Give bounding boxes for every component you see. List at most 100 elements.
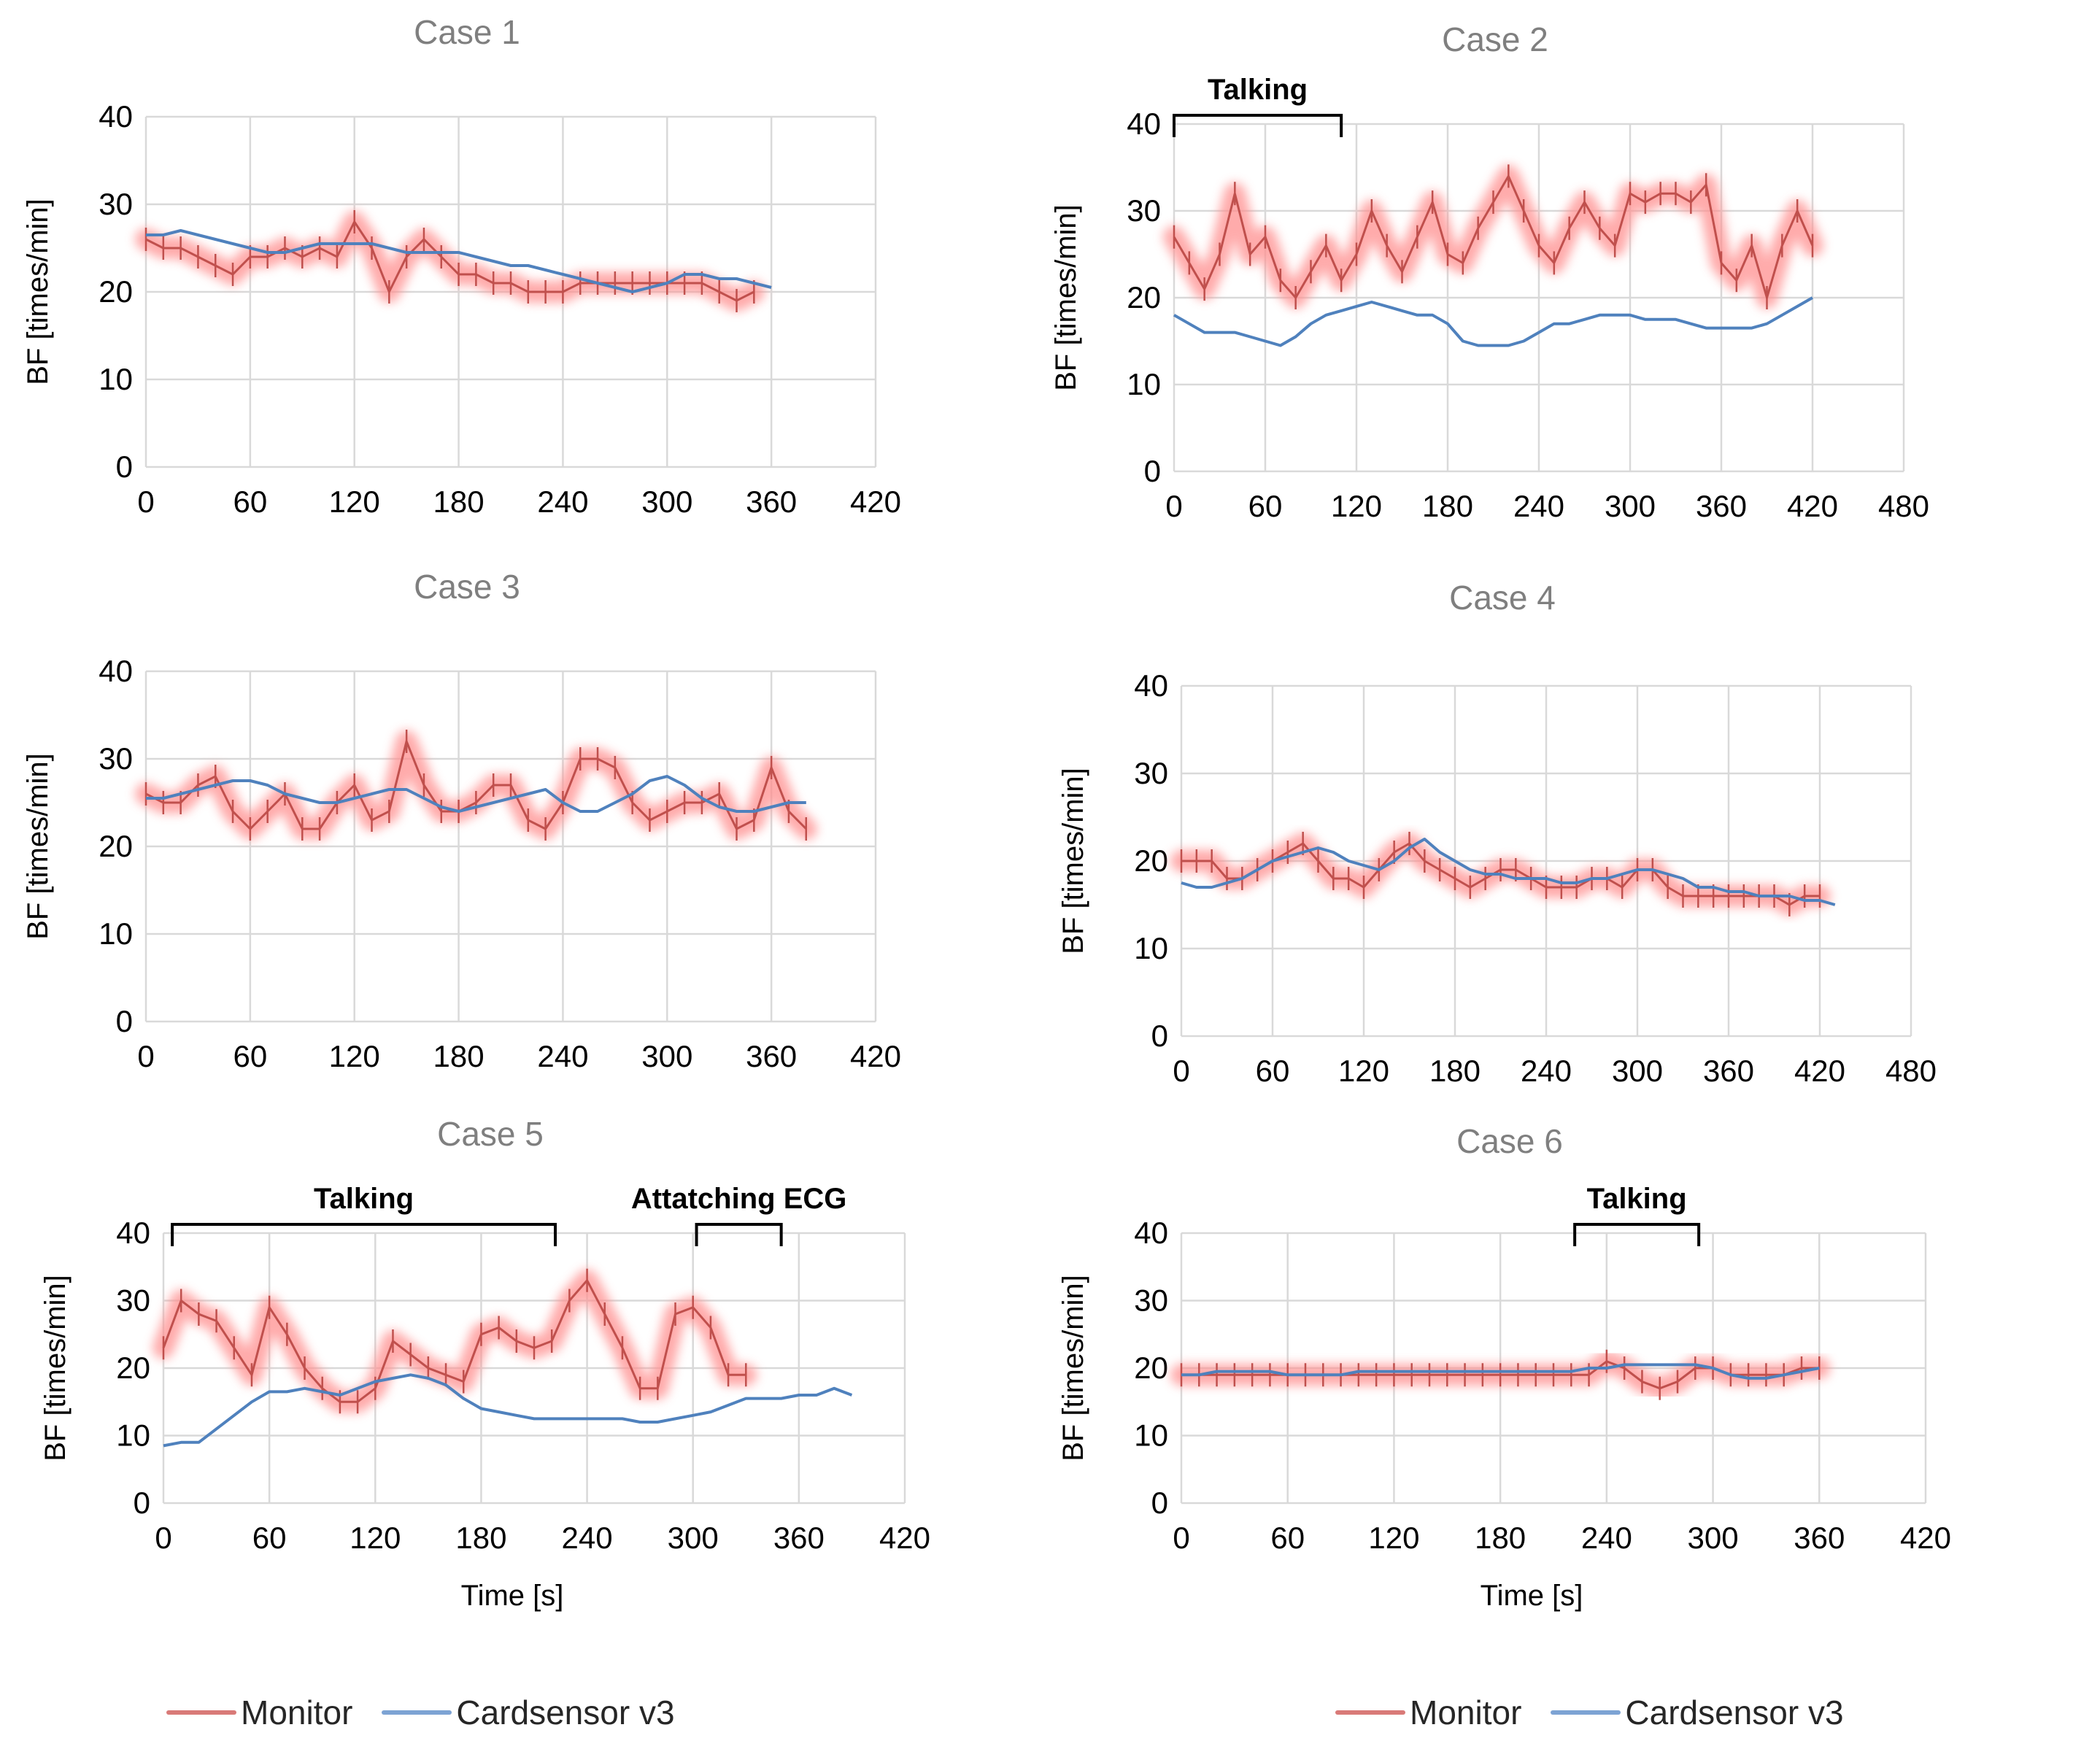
annotation-label: Talking bbox=[1208, 74, 1308, 106]
x-tick-label: 120 bbox=[329, 1039, 380, 1073]
y-tick-label: 10 bbox=[99, 362, 133, 396]
annotation-bracket bbox=[1173, 114, 1343, 137]
legend-swatch-monitor bbox=[166, 1710, 236, 1715]
chart-case-3: Case 3 0 10 20 30 40 0 60 120 180 240 300 360 420 BF [… bbox=[0, 555, 1050, 1094]
chart-svg: Case 4 0 10 20 30 40 0 60 120 180 240 300 360 420 480 B… bbox=[1057, 579, 1937, 1088]
legend-swatch-cardsensor bbox=[1551, 1710, 1621, 1715]
chart-svg: Case 6 0 10 20 30 40 0 60 120 180 240 300 360 420 BF [… bbox=[1057, 1122, 1951, 1612]
series-monitor-line bbox=[162, 1278, 746, 1403]
legend-left: Monitor Cardsensor v3 bbox=[166, 1693, 675, 1732]
series-cardsensor-line bbox=[1181, 838, 1836, 906]
x-axis-label: Time [s] bbox=[461, 1580, 564, 1612]
x-tick-label: 240 bbox=[1513, 489, 1564, 523]
y-axis-label: BF [times/min] bbox=[22, 198, 54, 385]
chart-case-2: Case 2 0 10 20 30 40 0 60 120 180 240 300 360 420 480 B… bbox=[1050, 0, 2100, 540]
y-axis-label: BF [times/min] bbox=[1057, 1275, 1089, 1461]
legend-swatch-monitor bbox=[1335, 1710, 1405, 1715]
x-tick-label: 420 bbox=[879, 1521, 930, 1555]
y-axis-label: BF [times/min] bbox=[1057, 768, 1089, 954]
series-cardsensor-line bbox=[163, 1373, 853, 1448]
y-tick-label: 40 bbox=[1134, 668, 1168, 703]
x-tick-label: 240 bbox=[1581, 1521, 1632, 1555]
annotation-label: Talking bbox=[1587, 1183, 1687, 1215]
x-tick-label: 240 bbox=[537, 1039, 588, 1073]
series-cardsensor-line bbox=[1173, 296, 1813, 347]
chart-case-1: Case 1 0 10 20 30 40 0 60 120 180 240 300 360 420 BF [… bbox=[0, 0, 1050, 540]
x-tick-label: 420 bbox=[1794, 1054, 1845, 1088]
y-tick-label: 20 bbox=[1134, 1351, 1168, 1385]
y-tick-label: 40 bbox=[99, 654, 133, 688]
x-tick-label: 300 bbox=[1612, 1054, 1663, 1088]
x-tick-label: 0 bbox=[137, 1039, 154, 1073]
chart-title: Case 5 bbox=[437, 1115, 544, 1153]
series-cardsensor-line bbox=[146, 775, 806, 813]
y-tick-label: 0 bbox=[116, 449, 133, 484]
legend-label-monitor: Monitor bbox=[1410, 1694, 1522, 1731]
x-tick-label: 120 bbox=[1368, 1521, 1419, 1555]
y-tick-label: 40 bbox=[99, 99, 133, 134]
chart-svg: Case 3 0 10 20 30 40 0 60 120 180 240 300 360 420 BF [… bbox=[22, 568, 901, 1073]
x-tick-label: 0 bbox=[1165, 489, 1182, 523]
x-tick-label: 60 bbox=[233, 1039, 267, 1073]
x-tick-label: 420 bbox=[850, 484, 901, 519]
x-tick-label: 60 bbox=[1248, 489, 1283, 523]
x-tick-label: 0 bbox=[1173, 1054, 1189, 1088]
x-tick-label: 420 bbox=[850, 1039, 901, 1073]
legend-swatch-cardsensor bbox=[382, 1710, 452, 1715]
y-tick-label: 30 bbox=[1134, 1283, 1168, 1318]
x-tick-label: 180 bbox=[433, 1039, 485, 1073]
y-tick-label: 10 bbox=[1134, 931, 1168, 965]
x-tick-label: 60 bbox=[1270, 1521, 1305, 1555]
legend-label-cardsensor: Cardsensor v3 bbox=[1625, 1694, 1844, 1731]
y-tick-label: 30 bbox=[1127, 193, 1161, 228]
chart-case-4: Case 4 0 10 20 30 40 0 60 120 180 240 300 360 420 480 B… bbox=[1050, 555, 2100, 1094]
y-axis-label: BF [times/min] bbox=[1050, 204, 1082, 391]
x-tick-label: 360 bbox=[1794, 1521, 1845, 1555]
series-monitor-glow bbox=[135, 730, 817, 840]
x-tick-label: 120 bbox=[350, 1521, 401, 1555]
x-tick-label: 300 bbox=[1688, 1521, 1739, 1555]
y-tick-label: 30 bbox=[116, 1283, 150, 1318]
x-tick-label: 360 bbox=[773, 1521, 825, 1555]
x-tick-label: 180 bbox=[455, 1521, 506, 1555]
legend-label-cardsensor: Cardsensor v3 bbox=[456, 1694, 675, 1731]
series-cardsensor-line bbox=[146, 229, 772, 293]
annotation-bracket bbox=[1573, 1223, 1701, 1246]
y-tick-label: 40 bbox=[116, 1216, 150, 1250]
x-tick-label: 420 bbox=[1787, 489, 1838, 523]
series-cardsensor-line bbox=[1181, 1363, 1820, 1380]
y-tick-label: 30 bbox=[1134, 756, 1168, 790]
x-tick-label: 60 bbox=[252, 1521, 287, 1555]
chart-title: Case 1 bbox=[414, 13, 520, 51]
x-axis-label: Time [s] bbox=[1481, 1580, 1583, 1612]
x-tick-label: 480 bbox=[1885, 1054, 1937, 1088]
legend-item-cardsensor: Cardsensor v3 bbox=[382, 1693, 675, 1732]
chart-svg: Case 1 0 10 20 30 40 0 60 120 180 240 300 360 420 BF [… bbox=[22, 13, 901, 519]
x-tick-label: 240 bbox=[1521, 1054, 1572, 1088]
y-axis-label: BF [times/min] bbox=[39, 1275, 72, 1461]
legend-item-monitor: Monitor bbox=[1335, 1693, 1521, 1732]
y-tick-label: 0 bbox=[1151, 1019, 1168, 1053]
y-tick-label: 10 bbox=[1127, 367, 1161, 401]
chart-svg: Case 2 0 10 20 30 40 0 60 120 180 240 300 360 420 480 B… bbox=[1050, 20, 1929, 523]
y-tick-label: 0 bbox=[1151, 1486, 1168, 1520]
x-tick-label: 180 bbox=[1422, 489, 1473, 523]
x-tick-label: 60 bbox=[1256, 1054, 1290, 1088]
x-tick-label: 240 bbox=[537, 484, 588, 519]
x-tick-label: 180 bbox=[1475, 1521, 1526, 1555]
x-tick-label: 300 bbox=[668, 1521, 719, 1555]
y-axis-label: BF [times/min] bbox=[22, 753, 54, 940]
legend-item-monitor: Monitor bbox=[166, 1693, 352, 1732]
y-tick-label: 30 bbox=[99, 741, 133, 776]
x-tick-label: 120 bbox=[1331, 489, 1382, 523]
y-tick-label: 40 bbox=[1127, 107, 1161, 141]
y-tick-label: 20 bbox=[1127, 280, 1161, 314]
annotation-label: Attatching ECG bbox=[631, 1183, 847, 1215]
x-tick-label: 360 bbox=[746, 484, 797, 519]
chart-svg: Case 5 0 10 20 30 40 0 60 120 180 240 300 360 420 BF [… bbox=[39, 1115, 930, 1612]
x-tick-label: 480 bbox=[1878, 489, 1929, 523]
x-tick-label: 180 bbox=[433, 484, 485, 519]
legend-label-monitor: Monitor bbox=[241, 1694, 353, 1731]
x-tick-label: 60 bbox=[233, 484, 267, 519]
